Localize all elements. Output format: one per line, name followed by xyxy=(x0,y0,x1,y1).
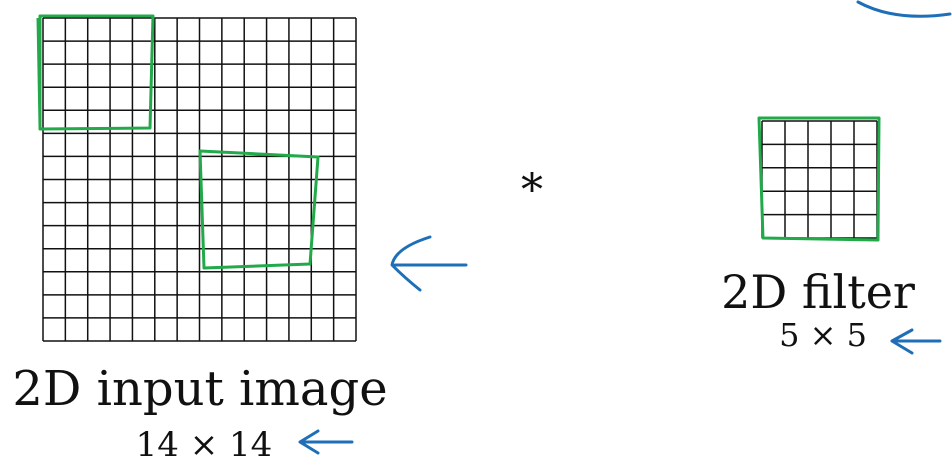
filter-title: 2D filter xyxy=(721,265,915,319)
input-title: 2D input image xyxy=(12,361,387,417)
blue-arc-annotation xyxy=(856,0,952,18)
filter-size-label: 5 × 5 xyxy=(779,316,867,354)
convolution-operator: * xyxy=(521,165,543,216)
input-highlight-top-left xyxy=(36,14,155,131)
input-image-grid xyxy=(42,17,357,342)
input-size-label: 14 × 14 xyxy=(136,425,273,465)
input-highlight-center xyxy=(198,149,320,270)
filter-size-arrow-icon xyxy=(890,328,942,355)
filter-highlight xyxy=(757,116,881,242)
input-arrow-annotation xyxy=(390,235,468,292)
input-size-arrow-icon xyxy=(298,429,354,455)
filter-grid xyxy=(761,120,878,239)
